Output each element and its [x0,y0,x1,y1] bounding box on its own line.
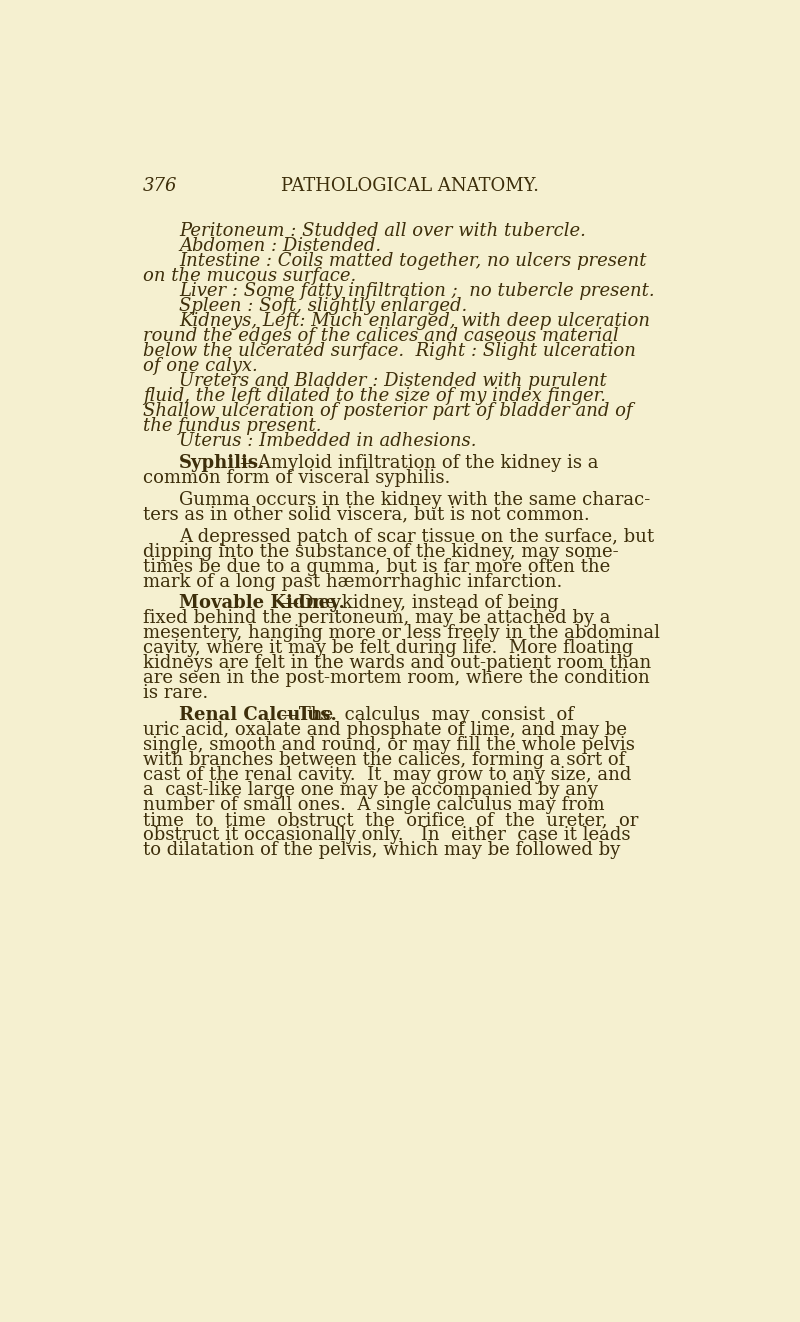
Text: times be due to a gumma, but is far more often the: times be due to a gumma, but is far more… [142,558,610,575]
Text: Spleen : Soft, slightly enlarged.: Spleen : Soft, slightly enlarged. [179,297,467,315]
Text: Liver : Some fatty infiltration ;  no tubercle present.: Liver : Some fatty infiltration ; no tub… [179,282,654,300]
Text: Shallow ulceration of posterior part of bladder and of: Shallow ulceration of posterior part of … [142,402,632,420]
Text: Peritoneum : Studded all over with tubercle.: Peritoneum : Studded all over with tuber… [179,222,586,241]
Text: —Amyloid infiltration of the kidney is a: —Amyloid infiltration of the kidney is a [241,453,599,472]
Text: cast of the renal cavity.  It  may grow to any size, and: cast of the renal cavity. It may grow to… [142,767,631,784]
Text: —One kidney, instead of being: —One kidney, instead of being [282,595,559,612]
Text: the fundus present.: the fundus present. [142,418,321,435]
Text: fluid, the left dilated to the size of my index finger.: fluid, the left dilated to the size of m… [142,387,606,405]
Text: obstruct it occasionally only.   In  either  case it leads: obstruct it occasionally only. In either… [142,826,630,845]
Text: Ureters and Bladder : Distended with purulent: Ureters and Bladder : Distended with pur… [179,373,606,390]
Text: below the ulcerated surface.  Right : Slight ulceration: below the ulcerated surface. Right : Sli… [142,342,635,360]
Text: —The  calculus  may  consist  of: —The calculus may consist of [282,706,574,724]
Text: time  to  time  obstruct  the  orifice  of  the  ureter,  or: time to time obstruct the orifice of the… [142,812,638,829]
Text: uric acid, oxalate and phosphate of lime, and may be: uric acid, oxalate and phosphate of lime… [142,722,626,739]
Text: Renal Calculus.: Renal Calculus. [179,706,337,724]
Text: 376: 376 [142,177,177,194]
Text: to dilatation of the pelvis, which may be followed by: to dilatation of the pelvis, which may b… [142,841,620,859]
Text: single, smooth and round, or may fill the whole pelvis: single, smooth and round, or may fill th… [142,736,634,755]
Text: mesentery, hanging more or less freely in the abdominal: mesentery, hanging more or less freely i… [142,624,660,642]
Text: a  cast-like large one may be accompanied by any: a cast-like large one may be accompanied… [142,781,598,800]
Text: Abdomen : Distended.: Abdomen : Distended. [179,237,381,255]
Text: common form of visceral syphilis.: common form of visceral syphilis. [142,469,450,486]
Text: is rare.: is rare. [142,685,208,702]
Text: Syphilis.: Syphilis. [179,453,266,472]
Text: Gumma occurs in the kidney with the same charac-: Gumma occurs in the kidney with the same… [179,490,650,509]
Text: dipping into the substance of the kidney, may some-: dipping into the substance of the kidney… [142,542,618,561]
Text: on the mucous surface.: on the mucous surface. [142,267,356,286]
Text: cavity, where it may be felt during life.  More floating: cavity, where it may be felt during life… [142,640,633,657]
Text: Movable Kidney.: Movable Kidney. [179,595,345,612]
Text: of one calyx.: of one calyx. [142,357,258,375]
Text: Intestine : Coils matted together, no ulcers present: Intestine : Coils matted together, no ul… [179,253,646,270]
Text: Kidneys, Left: Much enlarged, with deep ulceration: Kidneys, Left: Much enlarged, with deep … [179,312,650,330]
Text: A depressed patch of scar tissue on the surface, but: A depressed patch of scar tissue on the … [179,527,654,546]
Text: kidneys are felt in the wards and out-patient room than: kidneys are felt in the wards and out-pa… [142,654,651,673]
Text: Uterus : Imbedded in adhesions.: Uterus : Imbedded in adhesions. [179,432,477,451]
Text: are seen in the post-mortem room, where the condition: are seen in the post-mortem room, where … [142,669,650,687]
Text: round the edges of the calices and caseous material: round the edges of the calices and caseo… [142,327,618,345]
Text: fixed behind the peritoneum, may be attached by a: fixed behind the peritoneum, may be atta… [142,609,610,628]
Text: mark of a long past hæmorrhaghic infarction.: mark of a long past hæmorrhaghic infarct… [142,572,562,591]
Text: number of small ones.  A single calculus may from: number of small ones. A single calculus … [142,796,604,814]
Text: with branches between the calices, forming a sort of: with branches between the calices, formi… [142,751,625,769]
Text: PATHOLOGICAL ANATOMY.: PATHOLOGICAL ANATOMY. [281,177,539,194]
Text: ters as in other solid viscera, but is not common.: ters as in other solid viscera, but is n… [142,506,590,524]
